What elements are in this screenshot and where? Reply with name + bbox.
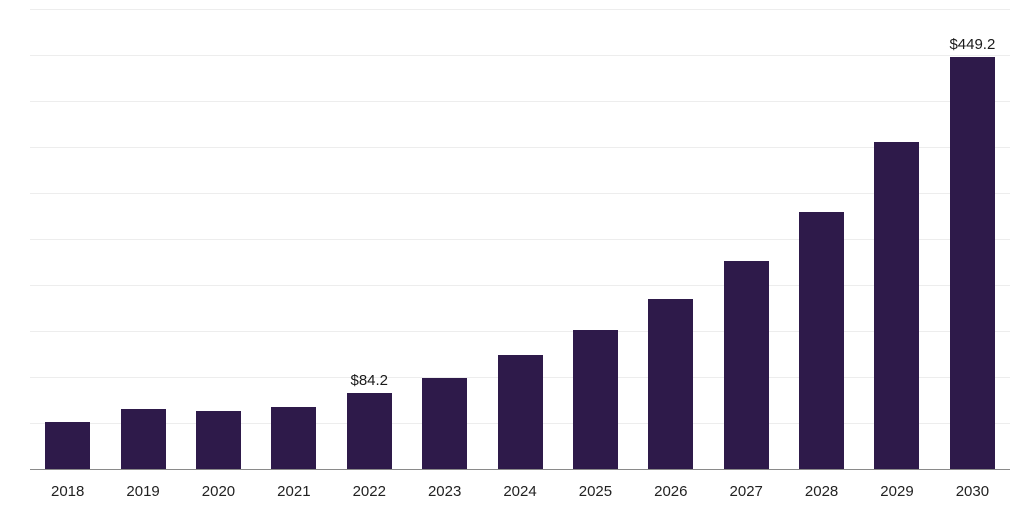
gridline — [30, 147, 1010, 148]
bar-column — [105, 10, 180, 470]
bar-column — [558, 10, 633, 470]
bar — [497, 355, 543, 470]
bar — [572, 330, 618, 470]
bar — [422, 378, 468, 470]
bar — [346, 392, 392, 470]
gridline — [30, 55, 1010, 56]
bar — [45, 422, 91, 470]
bar-column — [407, 10, 482, 470]
bar — [874, 142, 920, 470]
bar — [271, 406, 317, 470]
x-tick-label: 2026 — [654, 482, 688, 500]
x-axis-line — [30, 469, 1010, 470]
x-tick-label: 2020 — [201, 482, 236, 500]
bar — [799, 212, 845, 470]
bar-column — [181, 10, 256, 470]
gridline — [30, 9, 1010, 10]
bar-column — [859, 10, 934, 470]
x-tick-label: 2022 — [352, 482, 386, 500]
plot-area: $84.2 $449.2 — [30, 9, 1010, 470]
gridline — [30, 331, 1010, 332]
gridline — [30, 193, 1010, 194]
x-tick-label: 2030 — [955, 482, 990, 500]
bar-value-label: $449.2 — [949, 35, 996, 53]
bar-column — [482, 10, 557, 470]
x-axis: 2018 2019 2020 2021 2022 2023 2024 2025 2026 2027… — [30, 470, 1010, 512]
bar-column: $449.2 — [935, 10, 1010, 470]
bars-container: $84.2 $449.2 — [30, 10, 1010, 470]
bar-column: $84.2 — [332, 10, 407, 470]
bar-column — [633, 10, 708, 470]
bar-column — [709, 10, 784, 470]
x-tick-label: 2019 — [126, 482, 160, 500]
gridline — [30, 101, 1010, 102]
x-tick-label: 2021 — [277, 482, 311, 500]
x-tick-label: 2028 — [804, 482, 839, 500]
gridline — [30, 285, 1010, 286]
bar — [195, 411, 241, 470]
bar — [949, 56, 995, 470]
x-tick-label: 2029 — [880, 482, 914, 500]
bar — [723, 261, 769, 470]
bar — [120, 409, 166, 470]
x-tick-label: 2027 — [729, 482, 763, 500]
bar — [648, 298, 694, 470]
bar-column — [256, 10, 331, 470]
gridline — [30, 239, 1010, 240]
x-tick-label: 2025 — [578, 482, 613, 500]
x-tick-label: 2018 — [51, 482, 85, 500]
bar-value-label: $84.2 — [350, 371, 389, 389]
x-tick-label: 2024 — [503, 482, 537, 500]
bar-column — [30, 10, 105, 470]
x-tick-label: 2023 — [427, 482, 462, 500]
bar-column — [784, 10, 859, 470]
